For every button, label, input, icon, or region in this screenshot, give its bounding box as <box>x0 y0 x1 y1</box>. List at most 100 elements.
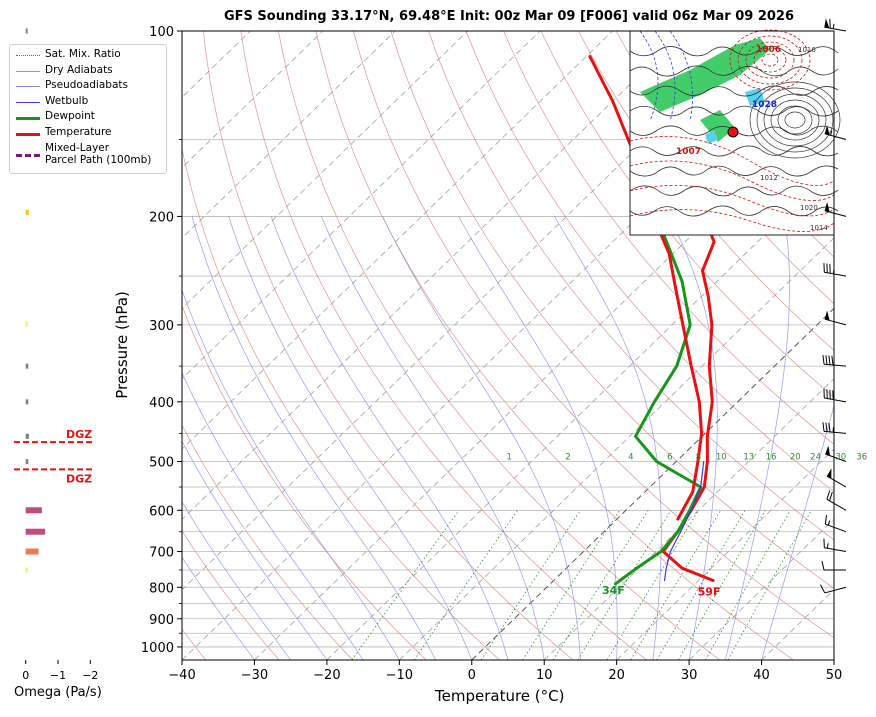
precip-area <box>640 38 770 112</box>
isotherm-line <box>182 31 686 520</box>
mixing-ratio-label: 36 <box>856 453 867 463</box>
dry-adiabat-line <box>240 31 647 660</box>
wind-barb <box>825 445 847 462</box>
isotherm-line <box>182 31 396 239</box>
pseudoadiabat-line <box>668 216 718 660</box>
legend-swatch <box>16 55 40 56</box>
wind-barb <box>822 354 847 367</box>
mixing-ratio-label: 16 <box>766 453 777 463</box>
thickness-contour <box>629 209 835 232</box>
legend-swatch <box>16 153 40 157</box>
pseudoadiabat-line <box>182 440 328 660</box>
surface-dewpoint-label: 34F <box>602 584 625 597</box>
thickness-contour <box>654 30 676 122</box>
thickness-contour <box>629 160 835 201</box>
inset-map-label: 1020 <box>800 204 818 212</box>
legend-swatch <box>16 133 40 136</box>
wind-barb <box>826 468 847 488</box>
x-tick-label: 50 <box>826 668 843 683</box>
legend-item: Wetbulb <box>10 95 166 110</box>
mixing-ratio-label: 2 <box>565 453 570 463</box>
wind-barb-flag <box>824 125 830 136</box>
wind-barb <box>822 422 847 434</box>
isobar-contour <box>777 105 813 135</box>
wind-barb-flag <box>826 468 832 479</box>
y-tick-label: 200 <box>149 210 174 225</box>
isobar-contour <box>763 93 827 147</box>
omega-bar <box>25 528 46 535</box>
dry-adiabat-line <box>202 31 574 660</box>
legend-item: Mixed-Layer Parcel Path (100mb) <box>10 142 166 166</box>
inset-map-label: 1006 <box>756 45 781 55</box>
pseudoadiabat-line <box>382 216 581 660</box>
legend-item: Temperature <box>10 126 166 141</box>
wind-barb-full <box>829 491 833 501</box>
wind-barb-full <box>828 355 831 365</box>
isobar-contour <box>629 145 839 157</box>
surface-temperature-label: 59F <box>698 585 721 598</box>
legend-item: Pseudoadiabats <box>10 79 166 94</box>
pseudoadiabat-line <box>191 216 436 660</box>
mixing-ratio-line <box>480 510 581 660</box>
y-axis-label: Pressure (hPa) <box>113 291 131 399</box>
dry-adiabat-line <box>841 31 876 660</box>
x-tick-label: −40 <box>168 668 195 683</box>
wind-barb <box>823 263 847 277</box>
wind-barb-half <box>830 130 833 136</box>
dry-adiabat-line <box>390 31 834 589</box>
isobar-contour <box>756 87 834 153</box>
dry-adiabat-line <box>578 31 834 351</box>
pseudoadiabat-line <box>228 216 473 660</box>
inset-map-label: 1014 <box>810 224 828 232</box>
omega-tick-label: −2 <box>82 669 98 682</box>
isobar-contour <box>629 185 839 197</box>
x-tick-label: −30 <box>241 668 268 683</box>
omega-bar <box>25 567 28 573</box>
wind-barb-full <box>820 584 826 594</box>
y-tick-label: 400 <box>149 396 174 411</box>
wind-barb-full <box>828 422 831 433</box>
x-axis-label: Temperature (°C) <box>435 687 565 705</box>
legend-swatch <box>16 117 40 121</box>
mixing-ratio-label: 10 <box>716 453 727 463</box>
omega-bar <box>25 363 29 369</box>
pseudoadiabat-line <box>182 501 291 660</box>
surface-map-inset: 1006 1028 1007 1016 1012 1020 1014 <box>629 29 841 236</box>
inset-map-label: 1007 <box>676 147 701 157</box>
pseudoadiabat-line <box>182 371 364 660</box>
pseudoadiabat-line <box>321 216 545 660</box>
chart-title: GFS Sounding 33.17°N, 69.48°E Init: 00z … <box>223 9 795 24</box>
dry-adiabat-line <box>315 31 794 660</box>
wind-barb <box>824 202 847 217</box>
x-tick-label: 30 <box>681 668 698 683</box>
legend-label: Dry Adiabats <box>45 63 113 76</box>
omega-tick-label: −1 <box>50 669 66 682</box>
wind-barb-flag <box>824 310 830 321</box>
wind-barb-staff <box>826 498 847 511</box>
isotherm-line <box>182 31 324 169</box>
isotherm-line <box>543 378 834 660</box>
pseudoadiabat-line <box>554 216 662 660</box>
wind-barb-full <box>824 514 828 525</box>
y-tick-label: 700 <box>149 546 174 561</box>
omega-bar <box>25 459 29 465</box>
wetbulb-line <box>663 460 705 582</box>
mixing-ratio-label: 8 <box>696 453 701 463</box>
dry-adiabat-line <box>615 31 834 305</box>
dry-adiabat-line <box>428 31 834 541</box>
wind-barb-full <box>826 490 831 500</box>
legend-item: Dewpoint <box>10 110 166 125</box>
isotherm-line <box>182 31 613 450</box>
pseudoadiabat-line <box>724 216 790 660</box>
wind-barb-flag <box>825 445 831 456</box>
thickness-contour <box>729 29 811 91</box>
mixing-ratio-line <box>656 510 746 660</box>
legend-label: Dewpoint <box>45 110 95 123</box>
wind-barb <box>824 310 847 326</box>
pseudoadiabat-line <box>182 288 400 660</box>
mixing-ratio-line <box>678 510 766 660</box>
dry-adiabat-line <box>278 31 721 660</box>
isobar-contour <box>629 205 839 217</box>
isobar-contour <box>770 99 820 141</box>
wind-barb-full <box>822 422 825 432</box>
